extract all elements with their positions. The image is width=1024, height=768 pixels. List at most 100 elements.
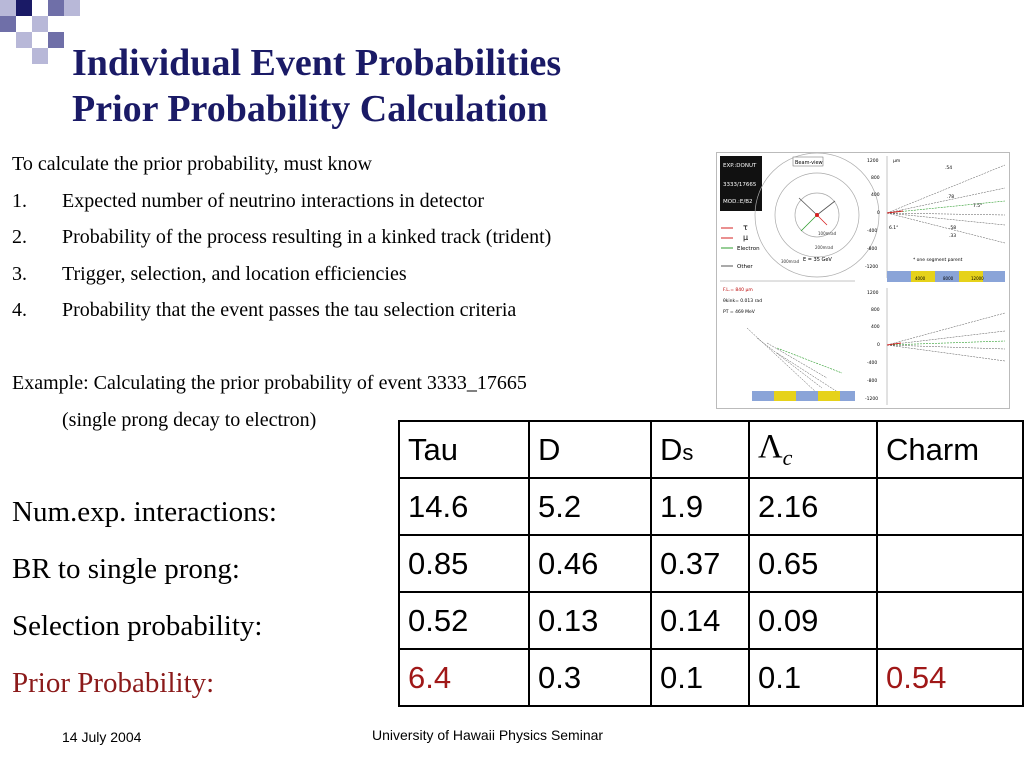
list-text: Trigger, selection, and location efficie… <box>62 262 407 285</box>
note-label: * one segment parent <box>913 257 963 263</box>
legend-mu: μ <box>743 233 748 242</box>
beam-view-label: Beam-view <box>795 160 823 166</box>
spacer <box>12 329 551 366</box>
table-cell: 0.09 <box>748 591 878 650</box>
unit-label: μm <box>893 159 900 164</box>
axis-tick: -800 <box>867 378 877 384</box>
header-tau: Tau <box>398 420 530 479</box>
list-item: 3. Trigger, selection, and location effic… <box>12 256 551 293</box>
corner-square <box>32 16 48 32</box>
corner-square <box>64 0 80 16</box>
probability-table: Tau D Ds Λc Charm 14.6 5.2 1.9 2.16 0.85… <box>398 420 1024 707</box>
table-cell: 0.85 <box>398 534 530 593</box>
ring-label: 200mrad <box>815 245 834 250</box>
table-cell: 0.52 <box>398 591 530 650</box>
ring-label: 300mrad <box>781 259 800 264</box>
track-label: .78 <box>947 194 954 200</box>
list-text: Expected number of neutrino interactions… <box>62 189 485 212</box>
corner-square <box>0 16 16 32</box>
x-tick: 8000 <box>943 276 954 281</box>
table-cell: 0.37 <box>650 534 750 593</box>
row-label-br: BR to single prong: <box>12 553 240 585</box>
track-label: .33 <box>949 233 956 239</box>
title-line-2: Prior Probability Calculation <box>72 88 548 130</box>
lambda-symbol: Λ <box>758 428 783 466</box>
table-cell: 0.13 <box>528 591 652 650</box>
beam-view-rings <box>754 153 880 278</box>
side-view-lower-left <box>746 327 848 399</box>
table-cell: 0.54 <box>876 648 1024 707</box>
axis-tick: -400 <box>867 360 877 366</box>
info-box-line: EXP.:DONUT <box>723 163 757 169</box>
table-header-row: Tau D Ds Λc Charm <box>398 420 1024 479</box>
table-row: 0.52 0.13 0.14 0.09 <box>398 591 1024 650</box>
axis-tick: 400 <box>871 192 880 198</box>
list-number: 3. <box>12 262 27 285</box>
table-cell: 0.46 <box>528 534 652 593</box>
axis-tick: 1200 <box>867 290 879 296</box>
x-tick: 12000 <box>971 276 984 281</box>
table-cell: 6.4 <box>398 648 530 707</box>
bottom-right-tracks <box>886 312 1006 362</box>
table-cell: 14.6 <box>398 477 530 536</box>
table-cell: 0.1 <box>650 648 750 707</box>
footer-seminar: University of Hawaii Physics Seminar <box>372 727 604 743</box>
example-text: Example: Calculating the prior probabili… <box>12 372 527 394</box>
corner-square <box>32 48 48 64</box>
axis-tick: -1200 <box>865 264 878 270</box>
header-ds-main: D <box>660 431 683 467</box>
list-number: 4. <box>12 299 27 321</box>
table-cell: 1.9 <box>650 477 750 536</box>
intro-text: To calculate the prior probability, must… <box>12 153 372 175</box>
list-item: 2. Probability of the process resulting i… <box>12 219 551 256</box>
footer-date: 14 July 2004 <box>62 729 142 745</box>
axis-tick: -800 <box>867 246 877 252</box>
row-labels: Num.exp. interactions: BR to single pron… <box>12 484 277 712</box>
row-label-selection: Selection probability: <box>12 610 263 642</box>
track-label: .54 <box>945 165 952 171</box>
axis-tick: 1200 <box>867 158 879 164</box>
table-cell <box>876 534 1024 593</box>
energy-label: E = 35 GeV <box>803 257 832 263</box>
corner-square <box>0 0 16 16</box>
info-box-line: MOD.:E/B2 <box>723 199 753 205</box>
header-d: D <box>528 420 652 479</box>
header-ds-sub: s <box>682 439 694 465</box>
example-subtext: (single prong decay to electron) <box>62 408 317 431</box>
axis-tick: 400 <box>871 324 880 330</box>
row-label-interactions: Num.exp. interactions: <box>12 496 277 528</box>
title-line-1: Individual Event Probabilities <box>72 42 562 84</box>
slide-title: Individual Event Probabilities Prior Pro… <box>72 40 561 132</box>
pt-text: PT = 469 MeV <box>723 309 756 315</box>
list-number: 2. <box>12 226 27 248</box>
axis-tick: 0 <box>877 210 880 216</box>
ring-label: 100mrad <box>818 231 837 236</box>
table-cell: 0.65 <box>748 534 878 593</box>
table-cell <box>876 591 1024 650</box>
list-item: 1. Expected number of neutrino interactio… <box>12 183 551 220</box>
corner-square <box>16 0 32 16</box>
module-strip-upper <box>887 271 1005 282</box>
table-cell: 2.16 <box>748 477 878 536</box>
lambda-subscript: c <box>782 444 793 470</box>
header-lambda-c: Λc <box>748 420 878 479</box>
axis-tick: -1200 <box>865 396 878 402</box>
table-row: 14.6 5.2 1.9 2.16 <box>398 477 1024 536</box>
track-label: 7.5° <box>973 203 982 209</box>
body-text: To calculate the prior probability, must… <box>12 146 551 438</box>
list-item: 4. Probability that the event passes the … <box>12 292 551 329</box>
axis-tick: -400 <box>867 228 877 234</box>
event-display-figure: EXP.:DONUT 3333/17665 MOD.:E/B2 Beam-vie… <box>716 152 1010 409</box>
table-cell: 0.14 <box>650 591 750 650</box>
table-row: 0.85 0.46 0.37 0.65 <box>398 534 1024 593</box>
list-text: Probability that the event passes the ta… <box>62 299 517 321</box>
legend-other: Other <box>737 264 753 270</box>
corner-square <box>48 32 64 48</box>
table-row: 6.4 0.3 0.1 0.1 0.54 <box>398 648 1024 707</box>
kink-text: θkink= 0.013 rad <box>723 298 762 304</box>
table-cell: 5.2 <box>528 477 652 536</box>
module-strip-lower <box>752 391 855 401</box>
axis-tick: 0 <box>877 342 880 348</box>
table-cell <box>876 477 1024 536</box>
table-cell: 0.3 <box>528 648 652 707</box>
